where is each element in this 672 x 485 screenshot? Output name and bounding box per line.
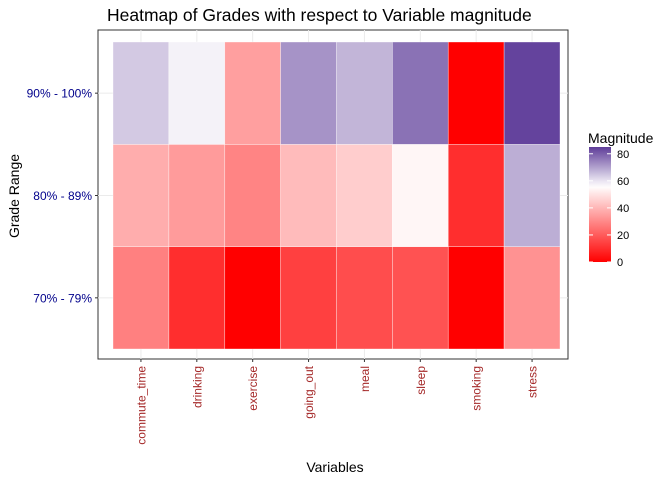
heatmap-tile: [224, 246, 281, 350]
heatmap-tile: [447, 144, 505, 247]
heatmap-tile: [447, 246, 505, 350]
heatmap-tile: [503, 246, 561, 350]
heatmap-tile: [336, 246, 393, 350]
legend-colorbar: [589, 147, 611, 262]
heatmap-tile: [280, 246, 337, 350]
x-tick-label: exercise: [246, 366, 260, 411]
heatmap-tile: [112, 246, 170, 350]
legend-tick-label: 20: [617, 230, 629, 242]
heatmap-tile: [280, 41, 337, 145]
heatmap-tile: [112, 41, 170, 145]
legend-tick-label: 80: [617, 149, 629, 161]
legend-tick-label: 40: [617, 203, 629, 215]
heatmap-tiles: [112, 41, 561, 350]
x-axis-tick-labels: commute_time drinking exercise going_out mea…: [134, 359, 540, 445]
y-axis-tick-labels: 70% - 79% 80% - 89% 90% - 100%: [27, 87, 98, 305]
y-axis-label: Grade Range: [6, 154, 22, 238]
heatmap-tile: [168, 246, 226, 350]
x-tick-label: stress: [526, 366, 540, 398]
legend-tick-label: 60: [617, 176, 629, 188]
x-tick-label: sleep: [414, 366, 428, 395]
heatmap-tile: [503, 41, 561, 145]
x-axis-label: Variables: [306, 459, 363, 475]
heatmap-tile: [168, 144, 226, 247]
heatmap-tile: [392, 246, 449, 350]
y-tick-label: 80% - 89%: [33, 189, 92, 203]
heatmap-tile: [280, 144, 337, 247]
heatmap-tile: [168, 41, 226, 145]
legend-ticks: 0 20 40 60 80: [589, 149, 629, 269]
legend: Magnitude 0 20 40 60 80: [588, 130, 654, 269]
heatmap-tile: [224, 144, 281, 247]
heatmap-tile: [336, 41, 393, 145]
heatmap-tile: [503, 144, 561, 247]
plot-panel: [97, 29, 569, 360]
x-tick-label: drinking: [190, 366, 204, 408]
legend-tick-label: 0: [617, 257, 623, 269]
x-tick-label: meal: [358, 366, 372, 392]
heatmap-tile: [224, 41, 281, 145]
heatmap-tile: [447, 41, 505, 145]
legend-title: Magnitude: [588, 130, 654, 146]
heatmap-tile: [336, 144, 393, 247]
x-tick-label: commute_time: [134, 366, 148, 445]
y-tick-label: 70% - 79%: [33, 291, 92, 305]
heatmap-tile: [392, 144, 449, 247]
x-tick-label: going_out: [302, 365, 316, 418]
x-tick-label: smoking: [470, 366, 484, 411]
heatmap-tile: [392, 41, 449, 145]
heatmap-tile: [112, 144, 170, 247]
chart-title: Heatmap of Grades with respect to Variab…: [107, 5, 532, 25]
y-tick-label: 90% - 100%: [27, 87, 93, 101]
